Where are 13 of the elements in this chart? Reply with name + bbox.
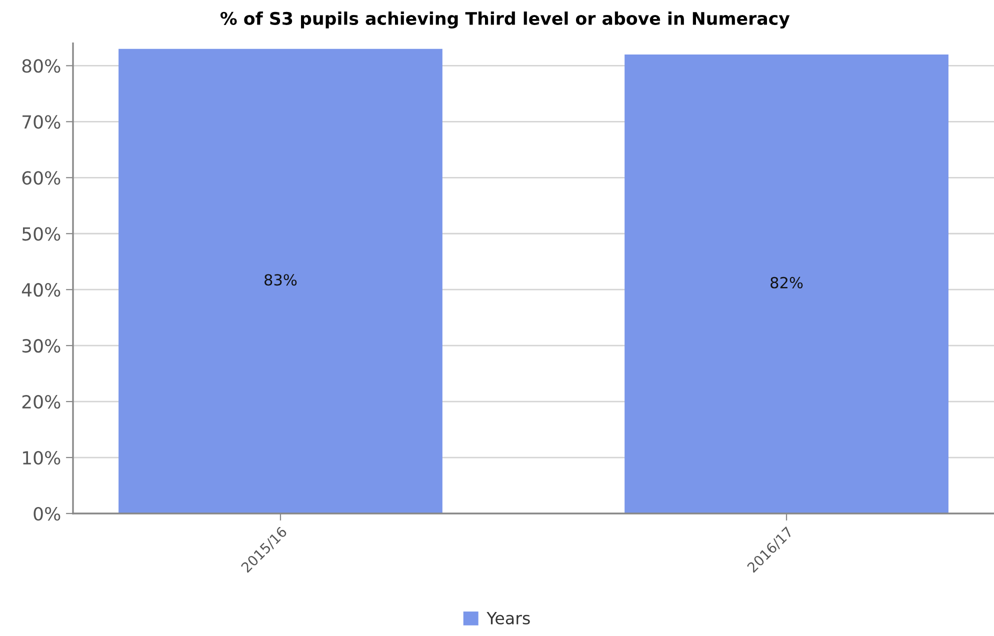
data-label: 83% <box>264 274 297 286</box>
y-tick-label: 0% <box>34 506 60 521</box>
y-tick-label: 10% <box>23 450 60 465</box>
y-tick-label: 50% <box>22 227 60 241</box>
y-tick-label: 20% <box>22 395 60 409</box>
y-tick-label: 40% <box>22 283 60 297</box>
y-tick-label: 30% <box>22 339 60 353</box>
chart-title: % of S3 pupils achieving Third level or above in Numeracy <box>220 12 790 28</box>
y-tick-label: 60% <box>22 171 60 185</box>
y-tick-label: 70% <box>22 115 60 129</box>
y-tick-label: 80% <box>22 59 60 73</box>
data-label: 82% <box>770 276 803 288</box>
legend-label: Years <box>486 612 530 624</box>
